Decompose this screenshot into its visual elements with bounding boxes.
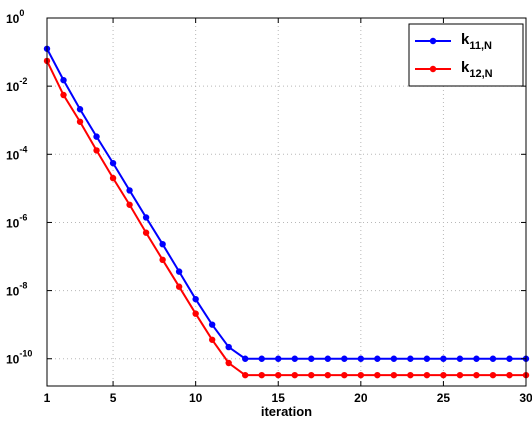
legend-label-name: k: [461, 31, 470, 48]
x-tick-label: 25: [437, 391, 451, 405]
data-point: [258, 371, 265, 379]
series-line-1: [46, 60, 526, 377]
y-tick-base: 10: [6, 80, 20, 94]
legend-label-subscript: 11,N: [469, 40, 492, 52]
data-point: [489, 355, 497, 362]
data-point: [423, 355, 431, 362]
data-point: [440, 371, 447, 379]
y-tick-label: 10-4: [6, 144, 27, 162]
series-layer: [43, 45, 530, 379]
y-tick-exponent: -8: [19, 281, 27, 291]
y-tick-exponent: -4: [19, 144, 27, 154]
data-point: [208, 336, 216, 343]
data-point: [440, 355, 447, 362]
y-tick-exponent: -6: [19, 212, 27, 222]
data-point: [308, 355, 315, 362]
legend-label-subscript: 12,N: [469, 68, 492, 80]
data-point: [192, 310, 199, 317]
data-point: [126, 201, 133, 208]
data-point: [142, 214, 150, 221]
data-point: [357, 371, 365, 379]
data-point: [93, 133, 100, 140]
data-point: [60, 91, 67, 99]
data-point: [473, 355, 480, 362]
x-tick-label: 15: [272, 391, 286, 405]
data-point: [208, 321, 216, 328]
data-point: [291, 355, 298, 362]
data-point: [324, 371, 331, 379]
data-point: [258, 355, 265, 362]
data-point: [192, 295, 199, 303]
x-tick-label: 1: [44, 391, 51, 405]
data-point: [175, 268, 183, 275]
data-point: [126, 187, 133, 194]
data-point: [159, 256, 166, 264]
data-point: [142, 229, 150, 236]
data-point: [341, 371, 348, 379]
y-tick-exponent: -10: [19, 349, 32, 359]
x-tick-label: 5: [110, 391, 117, 405]
data-point: [357, 355, 365, 362]
y-tick-label: 10-8: [6, 281, 27, 299]
x-tick-label: 30: [519, 391, 532, 405]
data-point: [456, 355, 464, 362]
legend-swatch-marker: [429, 65, 437, 73]
data-point: [407, 355, 414, 362]
data-point: [109, 174, 117, 182]
data-point: [423, 371, 431, 379]
y-tick-label: 10-2: [6, 76, 27, 94]
data-point: [456, 371, 464, 379]
y-tick-exponent: -2: [19, 76, 27, 86]
data-point: [159, 240, 166, 248]
data-point: [324, 355, 331, 362]
series-line-0: [46, 48, 526, 360]
y-tick-base: 10: [6, 353, 20, 367]
data-point: [308, 371, 315, 379]
data-point: [506, 371, 513, 379]
plot-frame: [46, 17, 527, 387]
y-tick-label: 100: [6, 8, 24, 26]
data-point: [390, 371, 398, 379]
x-axis-label: iteration: [261, 404, 312, 419]
data-point: [76, 118, 84, 125]
data-point: [275, 371, 282, 379]
data-point: [275, 355, 282, 362]
x-tick-label: 20: [354, 391, 368, 405]
y-tick-exponent: 0: [19, 8, 24, 18]
data-point: [390, 355, 398, 362]
x-tick-label: 10: [189, 391, 203, 405]
legend-box: [408, 23, 524, 87]
data-point: [374, 355, 381, 362]
y-tick-base: 10: [6, 148, 20, 162]
data-point: [489, 371, 497, 379]
legend-swatch-marker: [429, 37, 437, 45]
legend-label: k12,N: [461, 59, 493, 80]
data-point: [109, 159, 117, 167]
data-point: [242, 355, 249, 362]
y-tick-label: 10-10: [6, 349, 32, 367]
data-point: [374, 371, 381, 379]
legend-label-name: k: [461, 59, 470, 76]
data-point: [76, 106, 84, 113]
y-tick-base: 10: [6, 216, 20, 230]
data-point: [407, 371, 414, 379]
y-tick-base: 10: [6, 12, 20, 26]
legend-label: k11,N: [461, 31, 492, 52]
data-point: [93, 147, 100, 154]
data-point: [506, 355, 513, 362]
y-tick-base: 10: [6, 285, 20, 299]
data-point: [473, 371, 480, 379]
data-point: [242, 371, 249, 379]
data-point: [341, 355, 348, 362]
y-tick-label: 10-6: [6, 212, 27, 230]
data-point: [60, 76, 67, 84]
data-point: [175, 283, 183, 290]
data-point: [291, 371, 298, 379]
grid: [47, 18, 526, 386]
data-point: [225, 343, 232, 351]
data-point: [225, 359, 232, 367]
